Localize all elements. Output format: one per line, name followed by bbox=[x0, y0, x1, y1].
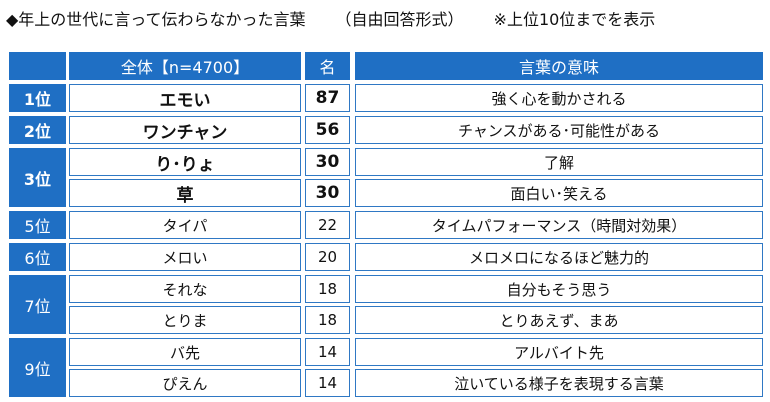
table-row-count: 14 bbox=[305, 338, 350, 366]
title-main: ◆年上の世代に言って伝わらなかった言葉 bbox=[6, 10, 306, 29]
table-row-count: 18 bbox=[305, 275, 350, 303]
table-row-count: 30 bbox=[305, 179, 350, 207]
header-count: 名 bbox=[305, 52, 350, 80]
table-row-word: り･りょ bbox=[69, 148, 301, 176]
rank-1: 1位 bbox=[9, 84, 66, 112]
table-row-meaning: メロメロになるほど魅力的 bbox=[355, 243, 763, 271]
table-row-count: 30 bbox=[305, 148, 350, 176]
table-row-word: ぴえん bbox=[69, 369, 301, 397]
table-row-count: 22 bbox=[305, 211, 350, 239]
title-note: ※上位10位までを表示 bbox=[493, 10, 656, 29]
table-row-meaning: 泣いている様子を表現する言葉 bbox=[355, 369, 763, 397]
rank-7: 7位 bbox=[9, 275, 66, 334]
table-row-word: エモい bbox=[69, 84, 301, 112]
rank-3: 3位 bbox=[9, 148, 66, 207]
title-method: （自由回答形式） bbox=[335, 10, 464, 29]
table-row-count: 18 bbox=[305, 306, 350, 334]
table-row-count: 20 bbox=[305, 243, 350, 271]
table-row-word: バ先 bbox=[69, 338, 301, 366]
header-meaning: 言葉の意味 bbox=[355, 52, 763, 80]
table-row-word: とりま bbox=[69, 306, 301, 334]
table-row-word: 草 bbox=[69, 179, 301, 207]
table-row-meaning: タイムパフォーマンス（時間対効果） bbox=[355, 211, 763, 239]
table-row-word: それな bbox=[69, 275, 301, 303]
table-row-meaning: アルバイト先 bbox=[355, 338, 763, 366]
table-row-meaning: 了解 bbox=[355, 148, 763, 176]
table-row-word: タイパ bbox=[69, 211, 301, 239]
table-row-meaning: 面白い･笑える bbox=[355, 179, 763, 207]
header-word: 全体【n=4700】 bbox=[69, 52, 301, 80]
table-row-word: ワンチャン bbox=[69, 116, 301, 144]
table-row-meaning: とりあえず、まあ bbox=[355, 306, 763, 334]
header-blank bbox=[9, 52, 66, 80]
rank-2: 2位 bbox=[9, 116, 66, 144]
table-row-count: 56 bbox=[305, 116, 350, 144]
table-row-count: 87 bbox=[305, 84, 350, 112]
rank-5: 5位 bbox=[9, 211, 66, 239]
rank-6: 6位 bbox=[9, 243, 66, 271]
rank-9: 9位 bbox=[9, 338, 66, 397]
table-row-meaning: 自分もそう思う bbox=[355, 275, 763, 303]
table-row-count: 14 bbox=[305, 369, 350, 397]
page-title: ◆年上の世代に言って伝わらなかった言葉 （自由回答形式） ※上位10位までを表示 bbox=[6, 6, 655, 30]
table-row-meaning: チャンスがある･可能性がある bbox=[355, 116, 763, 144]
table-row-word: メロい bbox=[69, 243, 301, 271]
table-row-meaning: 強く心を動かされる bbox=[355, 84, 763, 112]
